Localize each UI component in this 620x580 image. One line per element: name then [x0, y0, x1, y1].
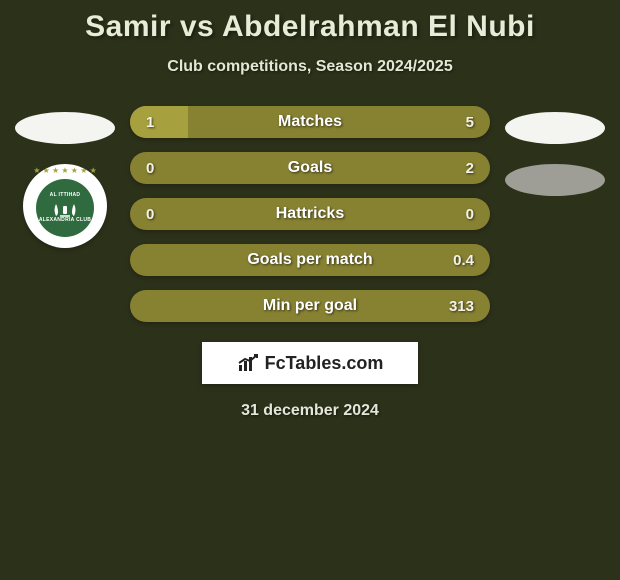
stat-bar: Min per goal 313 — [130, 290, 490, 322]
bar-label: Goals per match — [247, 251, 372, 269]
bar-value-left: 0 — [146, 160, 154, 177]
bar-label: Min per goal — [263, 297, 357, 315]
brand-box: FcTables.com — [202, 342, 418, 384]
badge-inner: ★ ★ ★ ★ ★ ★ ★ AL ITTIHAD ALEXANDRIA CLUB — [33, 169, 97, 243]
stat-bar: 1 Matches 5 — [130, 106, 490, 138]
bar-value-right: 0 — [466, 206, 474, 223]
page-title: Samir vs Abdelrahman El Nubi — [0, 0, 620, 44]
brand-text: FcTables.com — [265, 353, 384, 374]
badge-text-bottom: ALEXANDRIA CLUB — [39, 218, 91, 224]
bar-label: Goals — [288, 159, 332, 177]
bar-label: Matches — [278, 113, 342, 131]
right-flag-ellipse-1 — [505, 112, 605, 144]
left-column: ★ ★ ★ ★ ★ ★ ★ AL ITTIHAD ALEXANDRIA CLUB — [10, 106, 120, 248]
comparison-widget: Samir vs Abdelrahman El Nubi Club compet… — [0, 0, 620, 580]
left-flag-ellipse — [15, 112, 115, 144]
right-flag-ellipse-2 — [505, 164, 605, 196]
stat-bar: 0 Goals 2 — [130, 152, 490, 184]
stat-bar: 0 Hattricks 0 — [130, 198, 490, 230]
laurel-icon — [52, 200, 78, 218]
bar-value-right: 2 — [466, 160, 474, 177]
bar-value-right: 0.4 — [453, 252, 474, 269]
right-column — [500, 106, 610, 196]
badge-stars: ★ ★ ★ ★ ★ ★ ★ — [33, 167, 97, 175]
date-text: 31 december 2024 — [0, 402, 620, 420]
bar-value-right: 5 — [466, 114, 474, 131]
stat-bar: Goals per match 0.4 — [130, 244, 490, 276]
badge-text-top: AL ITTIHAD — [50, 193, 81, 199]
bar-value-left: 0 — [146, 206, 154, 223]
badge-shield: AL ITTIHAD ALEXANDRIA CLUB — [36, 179, 94, 237]
bar-label: Hattricks — [276, 205, 344, 223]
bar-fill-left — [130, 106, 188, 138]
bar-value-right: 313 — [449, 298, 474, 315]
content-row: ★ ★ ★ ★ ★ ★ ★ AL ITTIHAD ALEXANDRIA CLUB… — [0, 106, 620, 322]
subtitle: Club competitions, Season 2024/2025 — [0, 58, 620, 76]
bar-value-left: 1 — [146, 114, 154, 131]
left-club-badge: ★ ★ ★ ★ ★ ★ ★ AL ITTIHAD ALEXANDRIA CLUB — [23, 164, 107, 248]
chart-icon — [237, 353, 261, 373]
bars-container: 1 Matches 5 0 Goals 2 0 Hattricks 0 Goals per mat… — [120, 106, 500, 322]
